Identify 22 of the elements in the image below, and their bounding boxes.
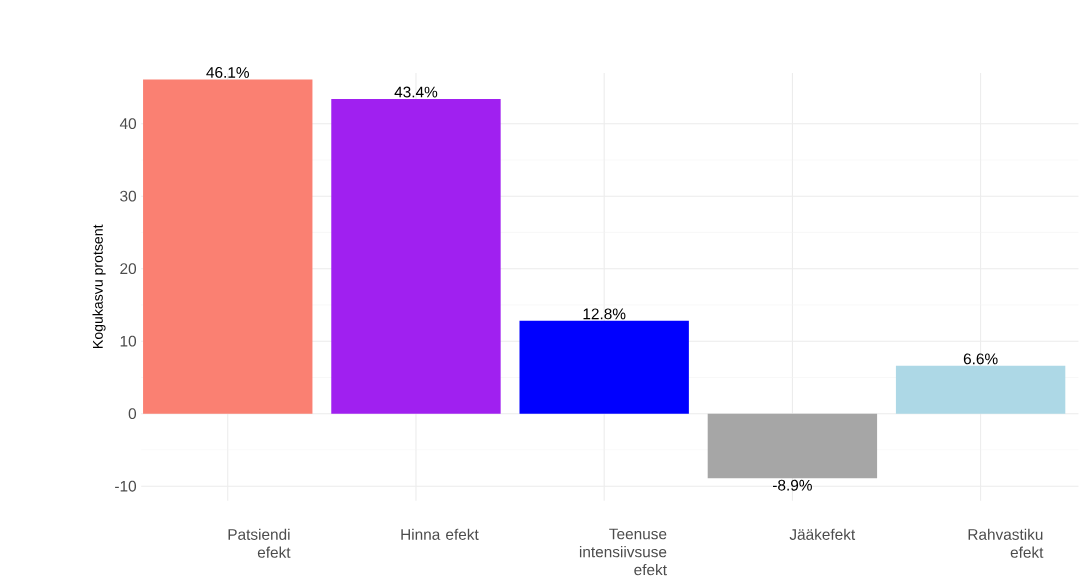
bar xyxy=(331,99,501,414)
data-label: 43.4% xyxy=(394,86,438,98)
x-tick-label: Patsiendi efekt xyxy=(228,528,291,559)
data-label: 6.6% xyxy=(963,353,998,365)
x-tick-label: Hinna efekt xyxy=(401,528,479,541)
x-tick-label: Jääkefekt xyxy=(789,528,856,541)
bar xyxy=(895,366,1066,414)
y-tick-label: 10 xyxy=(120,335,137,347)
bar xyxy=(707,413,878,479)
y-tick-label: 0 xyxy=(128,408,137,420)
data-label: 46.1% xyxy=(206,67,250,79)
y-tick-label: -10 xyxy=(115,480,137,492)
y-tick-label: 40 xyxy=(119,118,137,130)
bar xyxy=(519,321,689,414)
bar xyxy=(143,79,313,414)
y-axis-title: Kogukasvu protsent xyxy=(92,224,106,349)
x-tick-label: Rahvastiku efekt xyxy=(968,528,1044,559)
y-tick-label: 20 xyxy=(120,263,137,275)
data-label: 12.8% xyxy=(583,308,626,320)
data-label: -8.9% xyxy=(772,479,812,491)
x-tick-label: Teenuse intensiivsuse efekt xyxy=(579,528,667,576)
y-tick-label: 30 xyxy=(120,190,137,202)
